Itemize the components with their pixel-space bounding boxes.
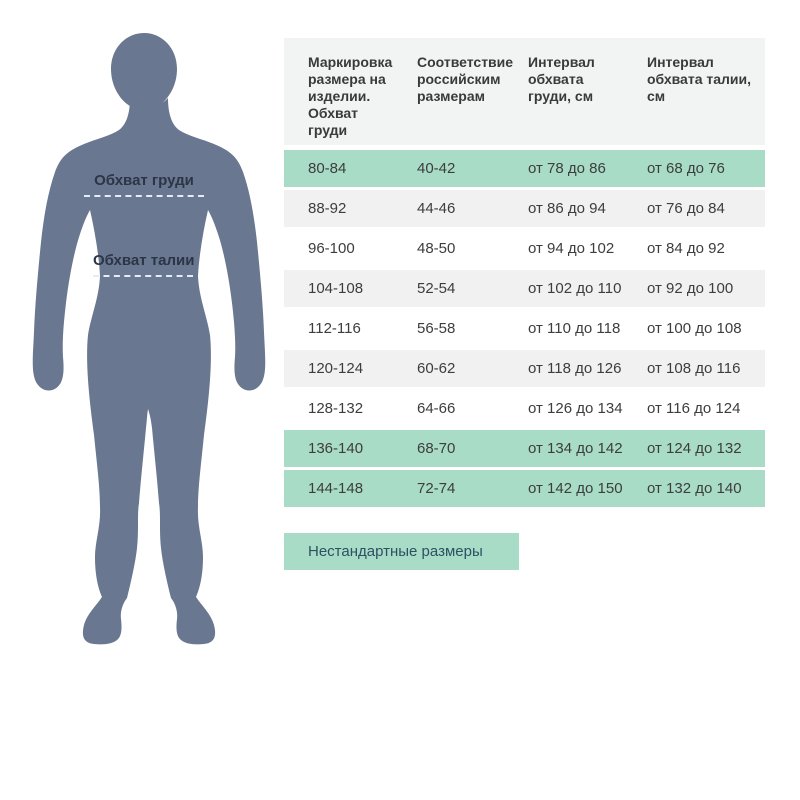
chest-measure-text: Обхват груди	[94, 172, 194, 189]
body-measurement-figure: Обхват груди Обхват талии	[0, 0, 280, 680]
chest-measure-label: Обхват груди	[84, 171, 204, 197]
table-row: 80-84 40-42 от 78 до 86 от 68 до 76	[284, 150, 765, 187]
cell-russian-size: 44-46	[417, 200, 456, 217]
table-row: 144-148 72-74 от 142 до 150 от 132 до 14…	[284, 470, 765, 507]
cell-chest-interval: от 78 до 86	[528, 160, 606, 177]
cell-russian-size: 52-54	[417, 280, 456, 297]
cell-chest-interval: от 102 до 110	[528, 280, 622, 297]
cell-russian-size: 68-70	[417, 440, 456, 457]
table-row: 128-132 64-66 от 126 до 134 от 116 до 12…	[284, 390, 765, 427]
table-row: 104-108 52-54 от 102 до 110 от 92 до 100	[284, 270, 765, 307]
waist-measure-text: Обхват талии	[93, 252, 195, 269]
cell-size-marking: 144-148	[308, 480, 364, 497]
male-silhouette	[32, 33, 266, 645]
cell-waist-interval: от 92 до 100	[647, 280, 734, 297]
cell-size-marking: 96-100	[308, 240, 355, 257]
cell-size-marking: 112-116	[308, 320, 361, 337]
header-waist-interval: Интервал обхвата талии, см	[647, 54, 752, 104]
table-row: 88-92 44-46 от 86 до 94 от 76 до 84	[284, 190, 765, 227]
cell-chest-interval: от 94 до 102	[528, 240, 615, 257]
cell-chest-interval: от 110 до 118	[528, 320, 621, 337]
cell-size-marking: 120-124	[308, 360, 364, 377]
table-row: 120-124 60-62 от 118 до 126 от 108 до 11…	[284, 350, 765, 387]
table-row: 96-100 48-50 от 94 до 102 от 84 до 92	[284, 230, 765, 267]
header-size-marking: Маркировка размера на изделии. Обхват гр…	[308, 54, 393, 138]
size-table: Маркировка размера на изделии. Обхват гр…	[284, 38, 765, 507]
cell-waist-interval: от 68 до 76	[647, 160, 725, 177]
cell-chest-interval: от 142 до 150	[528, 480, 623, 497]
waist-measure-line	[93, 275, 193, 277]
waist-measure-label: Обхват талии	[93, 251, 195, 277]
silhouette-body	[32, 98, 266, 645]
cell-russian-size: 40-42	[417, 160, 456, 177]
cell-waist-interval: от 124 до 132	[647, 440, 742, 457]
cell-russian-size: 60-62	[417, 360, 456, 377]
cell-russian-size: 48-50	[417, 240, 456, 257]
cell-waist-interval: от 100 до 108	[647, 320, 742, 337]
table-row: 112-116 56-58 от 110 до 118 от 100 до 10…	[284, 310, 765, 347]
cell-waist-interval: от 76 до 84	[647, 200, 725, 217]
cell-russian-size: 56-58	[417, 320, 456, 337]
cell-size-marking: 80-84	[308, 160, 347, 177]
cell-waist-interval: от 108 до 116	[647, 360, 741, 377]
cell-chest-interval: от 118 до 126	[528, 360, 622, 377]
cell-chest-interval: от 126 до 134	[528, 400, 623, 417]
nonstandard-sizes-button[interactable]: Нестандартные размеры	[284, 533, 519, 570]
cell-size-marking: 128-132	[308, 400, 364, 417]
size-table-header-row: Маркировка размера на изделии. Обхват гр…	[284, 38, 765, 145]
cell-size-marking: 136-140	[308, 440, 364, 457]
header-russian-size: Соответствие российским размерам	[417, 54, 514, 104]
cell-russian-size: 72-74	[417, 480, 456, 497]
cell-waist-interval: от 132 до 140	[647, 480, 742, 497]
cell-waist-interval: от 84 до 92	[647, 240, 725, 257]
cell-size-marking: 88-92	[308, 200, 347, 217]
cell-chest-interval: от 134 до 142	[528, 440, 623, 457]
cell-waist-interval: от 116 до 124	[647, 400, 741, 417]
silhouette-head	[111, 33, 177, 110]
cell-russian-size: 64-66	[417, 400, 456, 417]
cell-size-marking: 104-108	[308, 280, 364, 297]
table-row: 136-140 68-70 от 134 до 142 от 124 до 13…	[284, 430, 765, 467]
cell-chest-interval: от 86 до 94	[528, 200, 606, 217]
chest-measure-line	[84, 195, 204, 197]
header-chest-interval: Интервал обхвата груди, см	[528, 54, 595, 104]
